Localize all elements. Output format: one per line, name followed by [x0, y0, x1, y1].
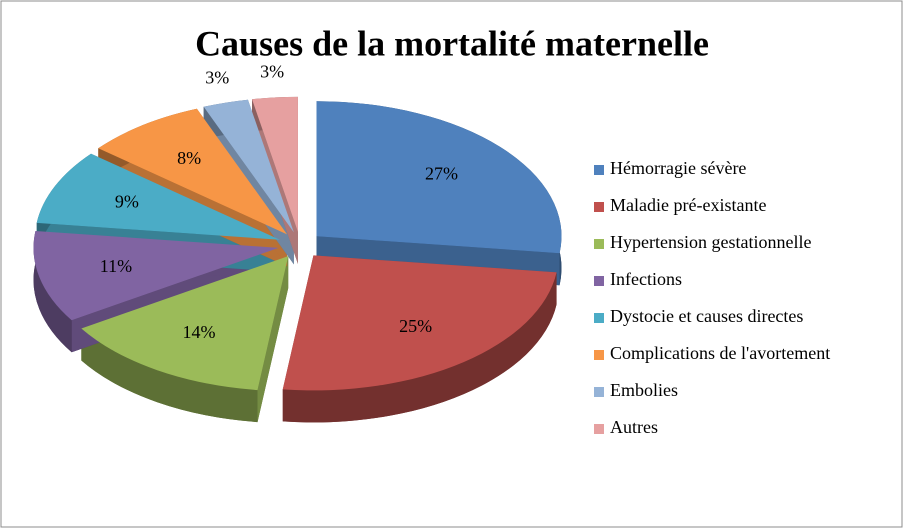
legend-swatch [594, 239, 604, 249]
data-label: 9% [115, 191, 139, 211]
data-label: 27% [425, 164, 458, 184]
legend-swatch [594, 276, 604, 286]
slice-side-rim [81, 328, 258, 423]
legend-label: Dystocie et causes directes [610, 306, 803, 326]
legend: Hémorragie sévère Maladie pré-existante Hy… [594, 158, 830, 437]
legend-label: Complications de l'avortement [610, 343, 830, 363]
legend-label: Embolies [610, 380, 678, 400]
slice [98, 108, 288, 235]
slice [316, 101, 562, 254]
data-label: 25% [399, 316, 432, 336]
slice [282, 255, 557, 391]
data-label: 14% [182, 322, 215, 342]
data-label: 11% [100, 256, 132, 276]
data-labels: 27% 25% 14% 11% 9% 8% 3% 3% [100, 61, 458, 341]
slice-tops [33, 96, 562, 391]
slice [36, 153, 280, 240]
legend-swatch [594, 387, 604, 397]
legend-swatch [594, 313, 604, 323]
legend-label: Autres [610, 417, 658, 437]
slice-side-rim [33, 230, 72, 353]
slice [203, 99, 294, 233]
legend-label: Hémorragie sévère [610, 158, 746, 178]
slice-side-rim [282, 272, 557, 423]
legend-label: Infections [610, 269, 682, 289]
data-label: 3% [260, 61, 284, 81]
data-label: 3% [205, 67, 229, 87]
chart-title: Causes de la mortalité maternelle [195, 23, 709, 63]
legend-swatch [594, 350, 604, 360]
legend-swatch [594, 165, 604, 175]
legend-swatch [594, 202, 604, 212]
slice-side-cut [257, 256, 289, 423]
slice [33, 230, 279, 321]
legend-label: Hypertension gestationnelle [610, 232, 811, 252]
legend-swatch [594, 424, 604, 434]
slice [81, 256, 289, 391]
slice [252, 96, 298, 232]
data-label: 8% [177, 148, 201, 168]
legend-label: Maladie pré-existante [610, 195, 766, 215]
